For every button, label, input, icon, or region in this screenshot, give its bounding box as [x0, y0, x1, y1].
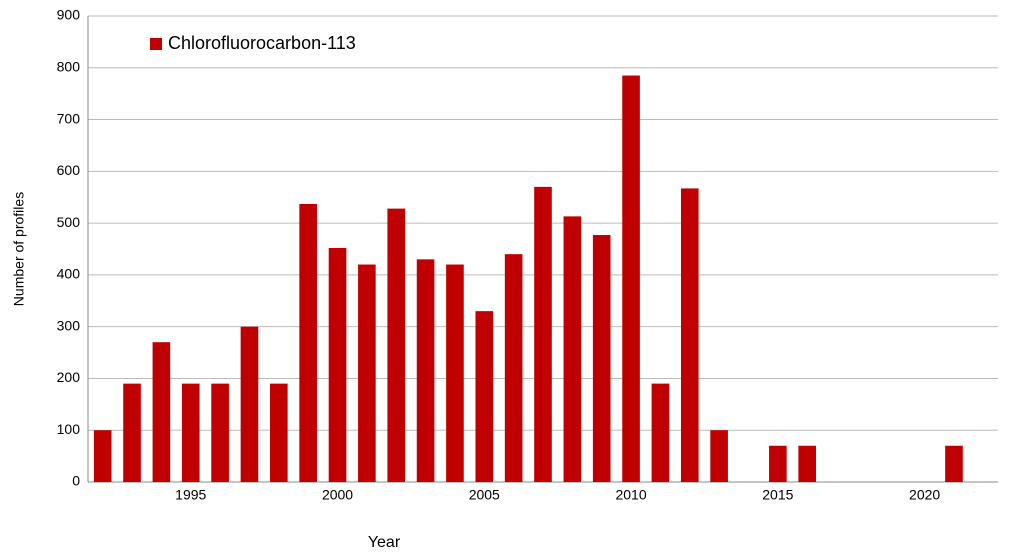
x-tick-label: 2005: [469, 487, 500, 503]
bar: [798, 446, 816, 482]
y-tick-label: 500: [57, 214, 81, 230]
y-axis-title: Number of profiles: [11, 192, 27, 306]
bar: [681, 188, 699, 482]
y-tick-label: 200: [57, 369, 81, 385]
bar: [652, 384, 670, 482]
bar: [123, 384, 141, 482]
bar: [593, 235, 611, 482]
bar: [534, 187, 552, 482]
x-tick-label: 2000: [322, 487, 353, 503]
y-tick-label: 300: [57, 317, 81, 333]
x-tick-label: 2020: [909, 487, 940, 503]
x-tick-label: 2010: [615, 487, 646, 503]
y-tick-label: 800: [57, 58, 81, 74]
bar: [417, 259, 435, 482]
chart: Number of profiles Year 0 100 200 300 400 500…: [0, 0, 1028, 558]
legend-swatch: [150, 38, 162, 50]
bar: [153, 342, 171, 482]
bar: [505, 254, 523, 482]
y-tick-label: 0: [72, 473, 80, 489]
legend-label: Chlorofluorocarbon-113: [168, 33, 356, 53]
bar: [94, 430, 112, 482]
bar: [475, 311, 493, 482]
x-tick-label: 2015: [762, 487, 793, 503]
bar: [446, 265, 464, 482]
bar: [211, 384, 229, 482]
y-tick-label: 600: [57, 162, 81, 178]
bar: [329, 248, 347, 482]
bar: [241, 327, 259, 482]
y-tick-label: 400: [57, 266, 81, 282]
bar: [564, 216, 582, 482]
bar: [387, 209, 405, 482]
x-tick-label: 1995: [175, 487, 206, 503]
bar: [270, 384, 288, 482]
x-axis-title: Year: [368, 534, 401, 551]
y-tick-label: 900: [57, 7, 81, 23]
bar: [945, 446, 963, 482]
bar: [299, 204, 317, 482]
y-tick-label: 700: [57, 110, 81, 126]
y-tick-label: 100: [57, 421, 81, 437]
bar: [358, 265, 376, 482]
bar: [622, 76, 640, 482]
bar: [182, 384, 200, 482]
bar: [710, 430, 728, 482]
bar: [769, 446, 787, 482]
